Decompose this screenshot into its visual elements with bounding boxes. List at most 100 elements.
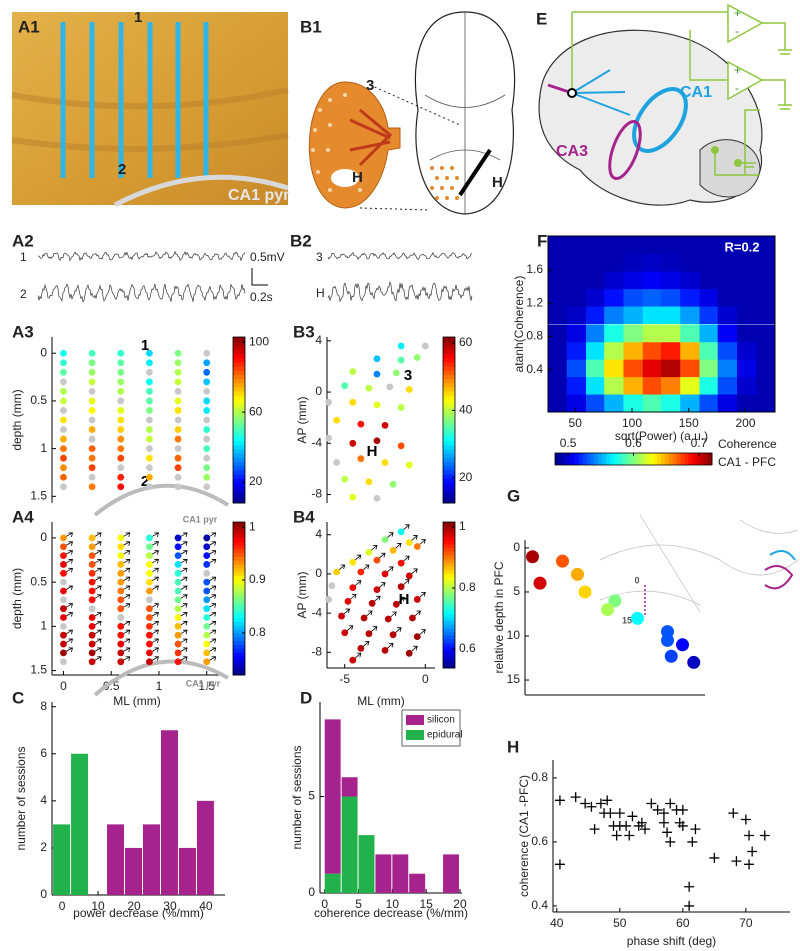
site-dot xyxy=(405,386,413,393)
lfp-trace xyxy=(37,283,246,303)
colorbar-step xyxy=(233,494,245,500)
colorbar-step xyxy=(443,436,455,442)
colorbar-tick-label: 1 xyxy=(249,519,256,533)
site-dot xyxy=(60,640,67,648)
panel-label: A2 xyxy=(12,231,34,250)
heat-cell xyxy=(736,236,757,255)
scale-label: 0.2s xyxy=(250,290,273,304)
site-dot xyxy=(381,421,389,429)
site-dot xyxy=(60,483,67,491)
site-dot xyxy=(117,454,125,462)
heat-cell xyxy=(699,376,720,395)
colorbar-step xyxy=(233,544,245,550)
site-dot xyxy=(349,439,357,447)
site-dot xyxy=(117,622,125,630)
colorbar-step xyxy=(233,370,245,375)
site-dot xyxy=(60,534,67,542)
site-dot xyxy=(174,543,182,551)
bar xyxy=(107,824,125,895)
site-dot xyxy=(661,633,674,647)
colorbar-step xyxy=(443,613,455,618)
channel-label: H xyxy=(316,286,325,300)
colorbar-step xyxy=(233,436,245,442)
colorbar-step xyxy=(443,478,455,483)
pfc-inset xyxy=(598,512,799,617)
colorbar-step xyxy=(570,453,576,465)
point xyxy=(652,804,663,815)
y-tick-label: 4 xyxy=(315,333,322,347)
x-axis-label: ML (mm) xyxy=(113,694,161,708)
channel-label: 1 xyxy=(20,250,27,264)
site-dot xyxy=(88,387,96,395)
site-dot xyxy=(88,561,96,568)
inset-hippocampus xyxy=(764,565,794,590)
heat-cell xyxy=(699,341,720,360)
point xyxy=(570,792,581,803)
colorbar-step xyxy=(233,644,245,649)
site-dot xyxy=(174,416,182,424)
heat-cell xyxy=(566,236,587,255)
heat-cell xyxy=(660,376,681,395)
site-dot xyxy=(88,552,96,560)
colorbar-step xyxy=(233,432,245,438)
x-tick-label: 10 xyxy=(91,899,105,913)
x-axis-label: coherence decrease (%/mm) xyxy=(314,906,468,920)
colorbar-step xyxy=(233,457,245,462)
scale-label: 0.5mV xyxy=(250,250,285,264)
y-tick-label: 4 xyxy=(40,793,47,807)
site-dot xyxy=(88,640,96,648)
site-dot xyxy=(117,649,125,657)
heat-cell xyxy=(642,288,663,307)
reference-electrode xyxy=(711,146,719,154)
ca1-region xyxy=(632,87,688,153)
heat-cell xyxy=(660,271,681,290)
colorbar-step xyxy=(582,453,587,465)
heat-cell xyxy=(642,306,663,324)
site-dot xyxy=(203,378,211,386)
colorbar-step xyxy=(443,386,455,392)
amp-sign: - xyxy=(735,24,739,38)
heat-cell xyxy=(717,359,738,378)
colorbar-step xyxy=(443,562,455,567)
x-tick-label: 20 xyxy=(127,899,141,913)
site-dot xyxy=(60,397,67,405)
site-dot xyxy=(325,596,333,603)
colorbar-step xyxy=(443,432,455,438)
colorbar-step xyxy=(233,415,245,421)
colorbar-step xyxy=(233,621,245,626)
site-dot xyxy=(174,578,182,586)
heat-cell xyxy=(699,306,720,324)
heat-cell xyxy=(623,306,644,324)
site-dot xyxy=(88,473,96,481)
y-tick-label: 10 xyxy=(507,628,521,642)
y-tick-label: -8 xyxy=(311,487,322,501)
colorbar-step xyxy=(700,453,705,465)
site-dot xyxy=(174,596,182,604)
heat-cell xyxy=(736,359,757,378)
colorbar-step xyxy=(233,399,245,404)
site-dot xyxy=(397,404,405,411)
colorbar-step xyxy=(233,428,245,433)
site-dot xyxy=(203,483,211,491)
site-dot xyxy=(174,631,182,639)
colorbar-step xyxy=(443,540,455,545)
site-dot xyxy=(117,552,125,560)
colorbar-frame xyxy=(442,336,456,504)
point xyxy=(687,836,698,847)
heat-cell xyxy=(623,236,644,255)
site-dot xyxy=(368,599,376,607)
colorbar-step xyxy=(233,609,245,615)
panel-label: H xyxy=(507,737,519,756)
colorbar-step xyxy=(443,584,455,589)
site-dot xyxy=(203,454,211,462)
y-axis-label: AP (mm) xyxy=(295,571,309,618)
point xyxy=(586,801,597,812)
colorbar-step xyxy=(233,374,245,379)
site-dot xyxy=(60,368,67,376)
colorbar-step xyxy=(233,440,245,446)
colorbar-step xyxy=(606,453,611,465)
colorbar-tick-label: 60 xyxy=(249,404,263,418)
site-dot xyxy=(325,434,333,442)
site-dot xyxy=(174,614,182,621)
heat-cell xyxy=(660,341,681,360)
